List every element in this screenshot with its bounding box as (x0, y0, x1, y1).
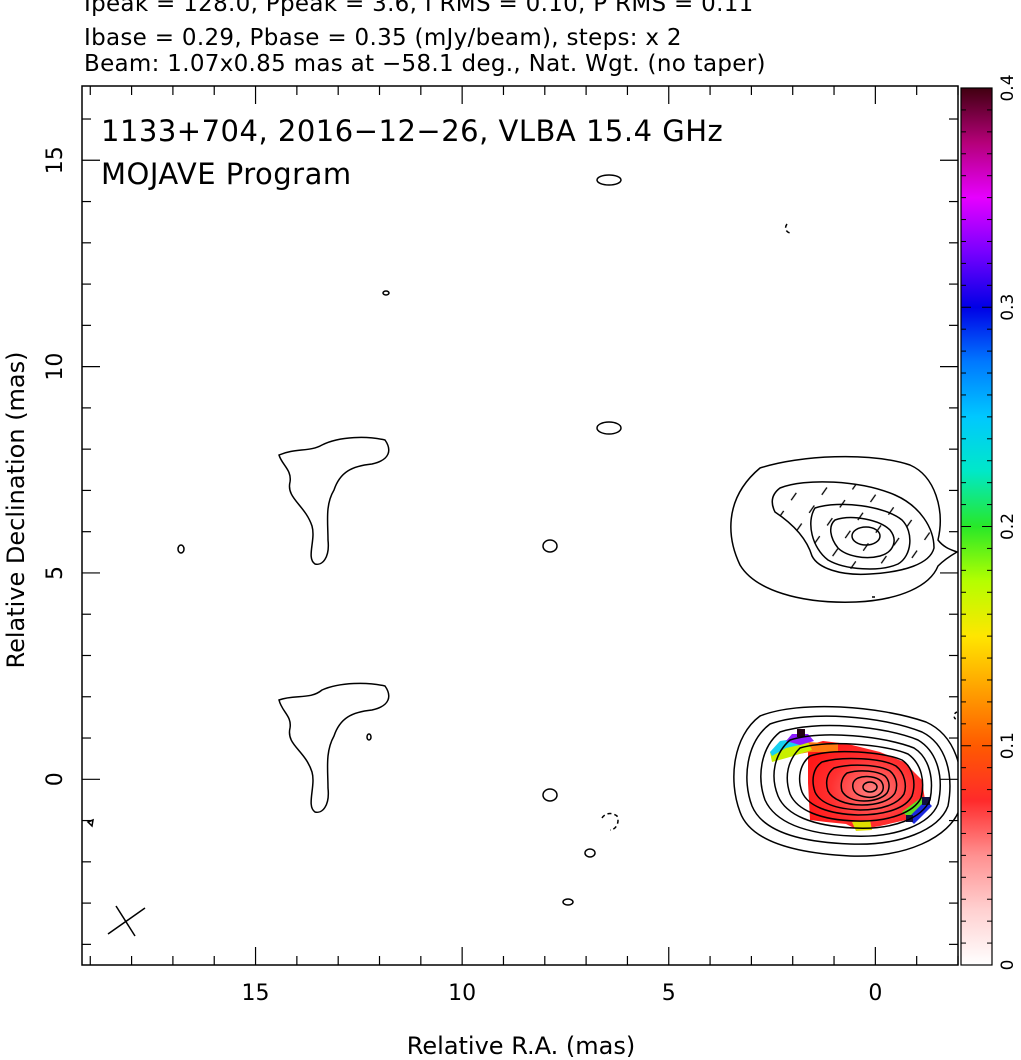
x-tick-label: 10 (448, 981, 476, 1006)
plot-title-source: 1133+704, 2016−12−26, VLBA 15.4 GHz (101, 114, 723, 148)
axis-ticks (82, 86, 959, 965)
beam-cross-icon (107, 905, 146, 937)
small-contour (562, 898, 574, 906)
core-contour-9 (840, 770, 890, 802)
header-stats-line: Ipeak = 128.0, Ppeak = 3.6, I RMS = 0.10… (84, 0, 754, 17)
colorbar-tick-label: 0 (998, 960, 1018, 971)
small-contour (366, 733, 372, 741)
header-base-line: Ibase = 0.29, Pbase = 0.35 (mJy/beam), s… (84, 25, 682, 51)
small-contour-dashed (601, 812, 619, 831)
knot-contour-peak (851, 526, 881, 546)
x-tick-label: 0 (868, 981, 882, 1006)
plot-title-program: MOJAVE Program (101, 157, 352, 191)
small-contour-dashed (953, 711, 958, 721)
core-contour-6 (798, 750, 915, 816)
small-contour (596, 421, 622, 435)
core-contour-8 (825, 764, 898, 806)
polarization-peak-pixel (797, 729, 805, 737)
core-contour-2 (746, 715, 951, 845)
knot-contour-mid (810, 503, 911, 570)
small-contour (542, 788, 558, 802)
small-contour (382, 290, 390, 296)
header-beam-line: Beam: 1.07x0.85 mas at −58.1 deg., Nat. … (84, 51, 766, 77)
core-contour-7 (812, 757, 907, 811)
small-contour (542, 539, 558, 553)
colorbar-tick-label: 0.2 (998, 513, 1018, 540)
colorbar-tick-label: 0.4 (998, 74, 1018, 101)
x-tick-label: 15 (242, 981, 270, 1006)
core-contour-10 (852, 775, 884, 799)
small-contour (596, 174, 622, 186)
core-contour-11 (862, 781, 878, 793)
core-contour-5 (786, 742, 924, 822)
diffuse-contour-upper (278, 436, 390, 566)
knot-contour-outer (730, 455, 958, 603)
y-tick-label: 0 (43, 772, 68, 786)
colorbar-tick-label: 0.3 (998, 294, 1018, 321)
knot-contour-hatched (771, 481, 935, 576)
small-contour (177, 544, 185, 554)
y-tick-label: 15 (43, 146, 68, 174)
axis-tick-labels: 15 10 5 0 0 5 10 15 (43, 146, 882, 1006)
small-contour-dashed (784, 223, 791, 234)
diffuse-contour-lower (278, 682, 390, 814)
polarization-edge-dark-pixel (922, 797, 930, 805)
plot-frame (81, 85, 959, 966)
core-contour-1 (733, 705, 958, 857)
core-contour-3 (760, 724, 941, 837)
small-contour (584, 848, 596, 858)
knot-contour-inner (830, 516, 895, 559)
colorbar-tick-label: 0.1 (998, 732, 1018, 759)
polarization-edge-green (902, 797, 928, 818)
x-axis-label: Relative R.A. (mas) (407, 1032, 635, 1060)
y-axis-label: Relative Declination (mas) (2, 351, 30, 668)
intensity-contours (86, 174, 958, 906)
core-contour-4 (773, 734, 933, 829)
x-tick-label: 5 (662, 981, 676, 1006)
y-tick-label: 5 (43, 566, 68, 580)
y-tick-label: 10 (43, 353, 68, 381)
colorbar: 0 0.1 0.2 0.3 0.4 (960, 74, 1018, 971)
